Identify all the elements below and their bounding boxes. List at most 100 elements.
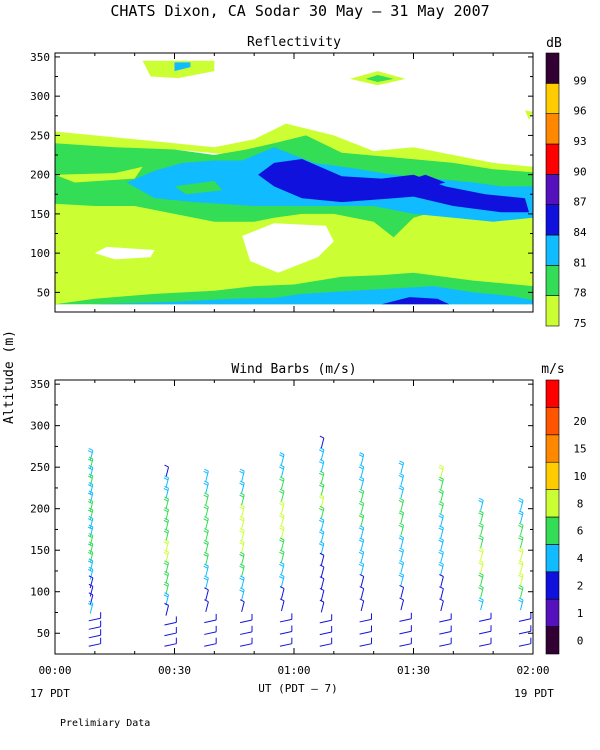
wind-barb — [399, 612, 412, 622]
reflectivity-colorbar-swatch — [545, 113, 560, 145]
wind-barb — [239, 516, 245, 530]
wind-barb — [279, 464, 285, 478]
reflectivity-colorbar-swatch — [545, 52, 560, 84]
wind-x-tick-label: 01:00 — [277, 664, 310, 677]
wind-y-tick-label: 350 — [30, 378, 50, 391]
wind-barb — [398, 572, 405, 586]
reflectivity-y-axis: 50 100 150 200 250 300 350 — [30, 51, 533, 313]
wind-colorbar-swatch — [545, 489, 560, 518]
wind-title: Wind Barbs (m/s) — [231, 362, 356, 377]
wind-colorbar-label: 6 — [577, 525, 584, 538]
wind-barb — [239, 492, 245, 506]
reflectivity-colorbar-label: 84 — [573, 226, 587, 239]
wind-barb — [319, 435, 325, 449]
wind-barb — [87, 456, 94, 470]
wind-barb — [518, 585, 524, 598]
wind-x-axis: 00:00 00:30 01:00 01:30 02:00 — [38, 380, 550, 677]
wind-barb — [240, 625, 253, 635]
wind-barb — [87, 541, 94, 555]
wind-barb — [439, 625, 452, 635]
wind-barb — [318, 505, 325, 519]
wind-barb — [518, 612, 532, 622]
wind-barb — [518, 625, 532, 635]
wind-colorbar-swatch — [545, 379, 560, 408]
reflectivity-region-78 — [365, 75, 394, 82]
reflectivity-contours — [55, 60, 534, 305]
wind-barb — [518, 572, 524, 586]
wind-barb — [358, 561, 365, 575]
wind-barb — [359, 637, 373, 647]
wind-barb — [358, 488, 365, 502]
wind-barb — [163, 539, 170, 552]
wind-barb — [163, 549, 170, 563]
wind-barb — [87, 465, 94, 478]
x-axis-label: UT (PDT – 7) — [258, 682, 337, 695]
wind-barb — [358, 549, 365, 563]
wind-barb — [88, 612, 102, 622]
right-date-label: 19 PDT — [514, 687, 554, 700]
wind-barb — [359, 625, 373, 635]
wind-barb — [87, 481, 94, 495]
wind-colorbar-swatch — [545, 434, 560, 463]
wind-y-tick-label: 50 — [37, 627, 50, 640]
reflectivity-y-tick-label: 200 — [30, 169, 50, 182]
wind-barb — [88, 592, 94, 606]
wind-barb — [163, 571, 170, 584]
wind-barb — [398, 497, 405, 511]
reflectivity-region-white — [94, 246, 155, 260]
wind-barb — [279, 476, 285, 490]
wind-barb — [279, 525, 285, 539]
wind-colorbar-swatch — [545, 626, 560, 655]
wind-barb — [279, 586, 285, 599]
wind-barb — [204, 637, 217, 647]
wind-barb — [163, 528, 170, 542]
y-axis-label: Altitude (m) — [2, 330, 17, 424]
wind-barb — [203, 539, 209, 553]
chart-title: CHATS Dixon, CA Sodar 30 May – 31 May 20… — [110, 2, 489, 20]
reflectivity-colorbar-swatch — [545, 295, 560, 327]
reflectivity-colorbar-label: 87 — [573, 196, 586, 209]
wind-barbs — [87, 435, 532, 647]
wind-barb — [358, 500, 365, 514]
wind-colorbar-swatch — [545, 516, 560, 545]
wind-barb — [359, 613, 373, 623]
wind-barb — [88, 583, 94, 597]
wind-barb — [279, 625, 293, 635]
wind-barb — [398, 472, 405, 486]
wind-barb — [239, 528, 245, 541]
wind-barb — [87, 558, 94, 572]
wind-barb — [318, 541, 325, 554]
wind-barb — [398, 485, 405, 499]
wind-barb — [358, 513, 365, 526]
wind-barb — [358, 464, 365, 478]
wind-barb — [479, 625, 492, 635]
wind-barb — [439, 574, 444, 587]
wind-colorbar-swatch — [545, 571, 560, 600]
wind-barb — [87, 448, 94, 461]
wind-barb — [279, 549, 285, 563]
wind-barb — [204, 613, 217, 624]
wind-barb — [319, 614, 333, 624]
wind-barb — [478, 497, 484, 511]
wind-barb — [398, 535, 405, 548]
wind-barb — [203, 480, 209, 494]
wind-barb — [88, 637, 102, 647]
wind-barb — [239, 575, 245, 589]
wind-barb — [279, 613, 293, 623]
wind-barb — [239, 468, 245, 482]
wind-x-tick-label: 00:00 — [38, 664, 71, 677]
wind-barb — [164, 627, 177, 637]
wind-y-tick-label: 250 — [30, 461, 50, 474]
wind-barb — [163, 507, 170, 520]
reflectivity-y-tick-label: 100 — [30, 247, 50, 260]
reflectivity-region-75 — [525, 110, 533, 120]
wind-colorbar-label: 8 — [577, 497, 584, 510]
reflectivity-colorbar-swatch — [545, 174, 560, 205]
preliminary-note: Prelimiary Data — [60, 718, 150, 729]
wind-barb — [399, 625, 412, 635]
wind-barb — [318, 459, 325, 472]
wind-barb — [279, 637, 293, 647]
wind-barb — [439, 613, 452, 623]
wind-barb — [163, 475, 170, 489]
